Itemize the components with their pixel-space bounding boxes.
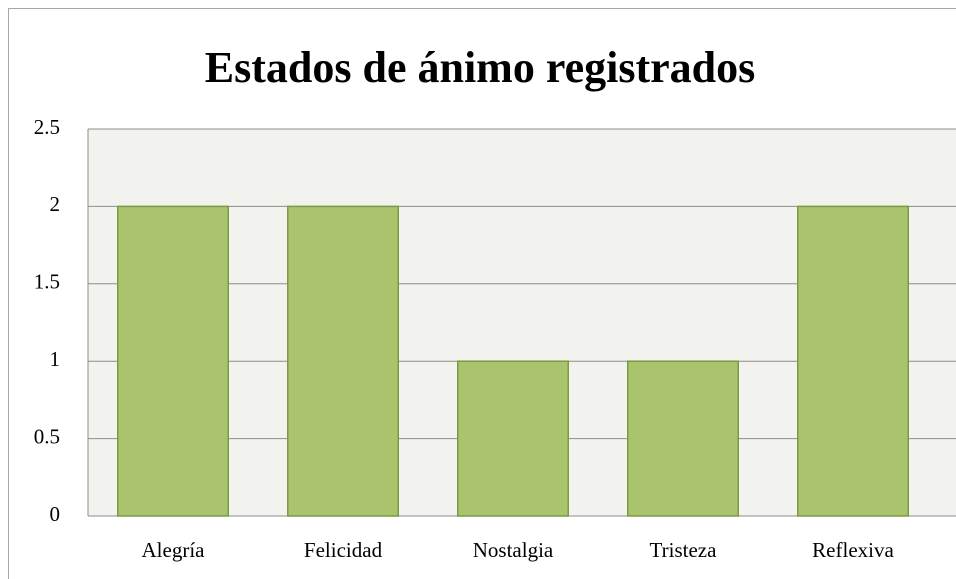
y-tick-label: 1.5 xyxy=(34,270,60,294)
bar xyxy=(287,205,399,517)
x-tick-label: Felicidad xyxy=(304,538,383,562)
y-tick-label: 1 xyxy=(50,347,61,371)
bar xyxy=(797,205,909,517)
x-tick-label: Nostalgia xyxy=(473,538,554,562)
y-tick-label: 0 xyxy=(50,502,61,526)
chart-title: Estados de ánimo registrados xyxy=(205,43,755,92)
bar xyxy=(457,360,569,517)
x-tick-label: Tristeza xyxy=(650,538,718,562)
bar xyxy=(117,205,229,517)
x-tick-label: Reflexiva xyxy=(812,538,894,562)
y-tick-label: 0.5 xyxy=(34,424,60,448)
y-tick-label: 2.5 xyxy=(34,115,60,139)
y-tick-label: 2 xyxy=(50,192,61,216)
x-tick-label: Alegría xyxy=(142,538,206,562)
bar xyxy=(627,360,739,517)
